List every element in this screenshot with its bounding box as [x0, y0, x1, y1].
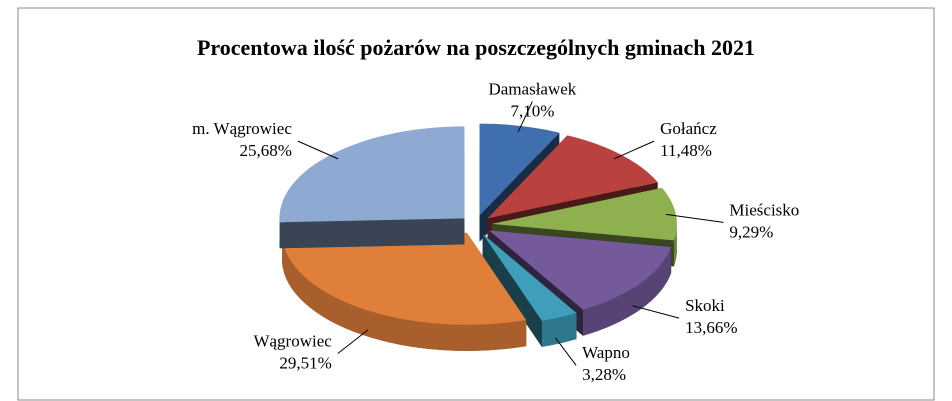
slice-value-label: 13,66% — [685, 318, 737, 337]
slice-top — [279, 126, 465, 223]
slice-wall — [582, 246, 672, 336]
slice-label: Mieścisko — [729, 200, 799, 219]
slice-top — [282, 232, 527, 325]
slice-wall — [673, 223, 677, 267]
slice-value-label: 25,68% — [239, 141, 291, 160]
slice-wall — [541, 313, 577, 347]
leader-line — [632, 305, 680, 319]
slice-value-label: 7,10% — [510, 101, 554, 120]
slice-value-label: 3,28% — [582, 365, 626, 384]
slice-label: Wapno — [582, 343, 630, 362]
chart-title: Procentowa ilość pożarów na poszczególny… — [197, 35, 755, 60]
slice-top — [479, 123, 560, 216]
leader-line — [555, 337, 577, 366]
leader-line — [297, 140, 339, 160]
slice-value-label: 11,48% — [660, 141, 712, 160]
pie-slice — [482, 233, 577, 347]
slice-label: Gołańcz — [660, 119, 717, 138]
slice-side — [279, 218, 465, 249]
pie-slice — [282, 232, 527, 351]
slice-side — [482, 233, 542, 347]
slice-top — [487, 135, 658, 219]
slice-value-label: 9,29% — [729, 222, 773, 241]
leader-line — [517, 101, 533, 132]
pie-slice — [279, 126, 465, 249]
slice-top — [491, 187, 677, 241]
slice-wall — [282, 236, 527, 351]
slice-value-label: 29,51% — [279, 353, 331, 372]
leader-line — [337, 329, 369, 354]
leader-line — [665, 213, 724, 223]
slice-top — [482, 233, 577, 321]
slice-label: Wągrowiec — [253, 331, 332, 350]
leader-line — [613, 140, 655, 160]
slice-label: Damasławek — [489, 79, 577, 98]
slice-label: Skoki — [685, 296, 725, 315]
slice-top — [489, 230, 672, 310]
slice-label: m. Wągrowiec — [192, 119, 292, 138]
